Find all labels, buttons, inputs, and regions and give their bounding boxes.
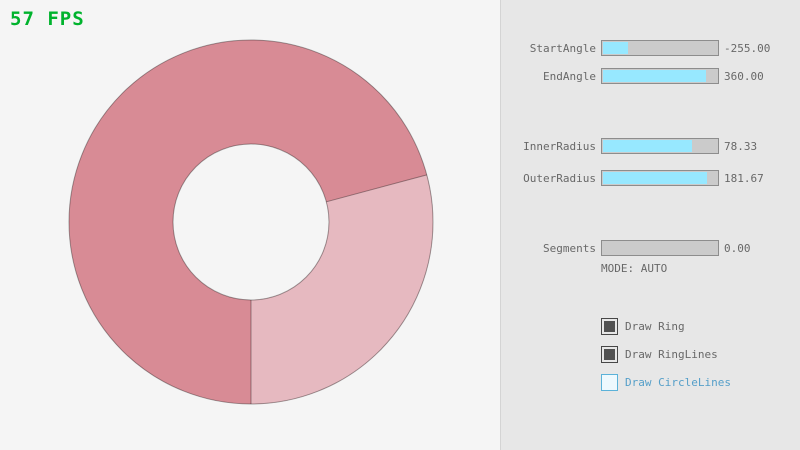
innerradius-value: 78.33	[724, 139, 758, 153]
slider-row-segments: Segments 0.00	[501, 240, 800, 256]
fps-counter: 57 FPS	[10, 8, 85, 30]
draw-ringlines-label: Draw RingLines	[625, 348, 718, 361]
innerradius-slider[interactable]	[601, 138, 719, 154]
ring-inner-outline	[172, 143, 330, 301]
innerradius-label: InnerRadius	[523, 139, 596, 153]
ring-light-segment	[251, 174, 434, 404]
checkbox-draw-circlelines[interactable]: Draw CircleLines	[601, 374, 731, 391]
endangle-slider-fill	[603, 70, 706, 82]
outerradius-slider[interactable]	[601, 170, 719, 186]
startangle-label: StartAngle	[529, 41, 596, 55]
draw-circlelines-label: Draw CircleLines	[625, 376, 731, 389]
endangle-value: 360.00	[724, 69, 764, 83]
slider-row-innerradius: InnerRadius 78.33	[501, 138, 800, 154]
slider-row-endangle: EndAngle 360.00	[501, 68, 800, 84]
segments-label: Segments	[543, 241, 596, 255]
checkbox-draw-ringlines[interactable]: Draw RingLines	[601, 346, 718, 363]
draw-circlelines-checkbox[interactable]	[601, 374, 618, 391]
slider-row-outerradius: OuterRadius 181.67	[501, 170, 800, 186]
segments-slider[interactable]	[601, 240, 719, 256]
endangle-slider[interactable]	[601, 68, 719, 84]
checkbox-draw-ring[interactable]: Draw Ring	[601, 318, 685, 335]
draw-ring-label: Draw Ring	[625, 320, 685, 333]
outerradius-slider-fill	[603, 172, 707, 184]
endangle-label: EndAngle	[543, 69, 596, 83]
ring-outer-outline	[68, 39, 434, 405]
ring-start-line	[326, 174, 427, 203]
controls-panel: StartAngle -255.00 EndAngle 360.00 Inner…	[500, 0, 800, 450]
startangle-slider[interactable]	[601, 40, 719, 56]
startangle-value: -255.00	[724, 41, 771, 55]
segments-value: 0.00	[724, 241, 751, 255]
outerradius-label: OuterRadius	[523, 171, 596, 185]
mode-label: MODE: AUTO	[601, 262, 668, 275]
outerradius-value: 181.67	[724, 171, 764, 185]
draw-ringlines-checkbox[interactable]	[601, 346, 618, 363]
startangle-slider-fill	[603, 42, 628, 54]
slider-row-startangle: StartAngle -255.00	[501, 40, 800, 56]
draw-ring-checkbox[interactable]	[601, 318, 618, 335]
innerradius-slider-fill	[603, 140, 693, 152]
ring-canvas	[68, 39, 434, 405]
